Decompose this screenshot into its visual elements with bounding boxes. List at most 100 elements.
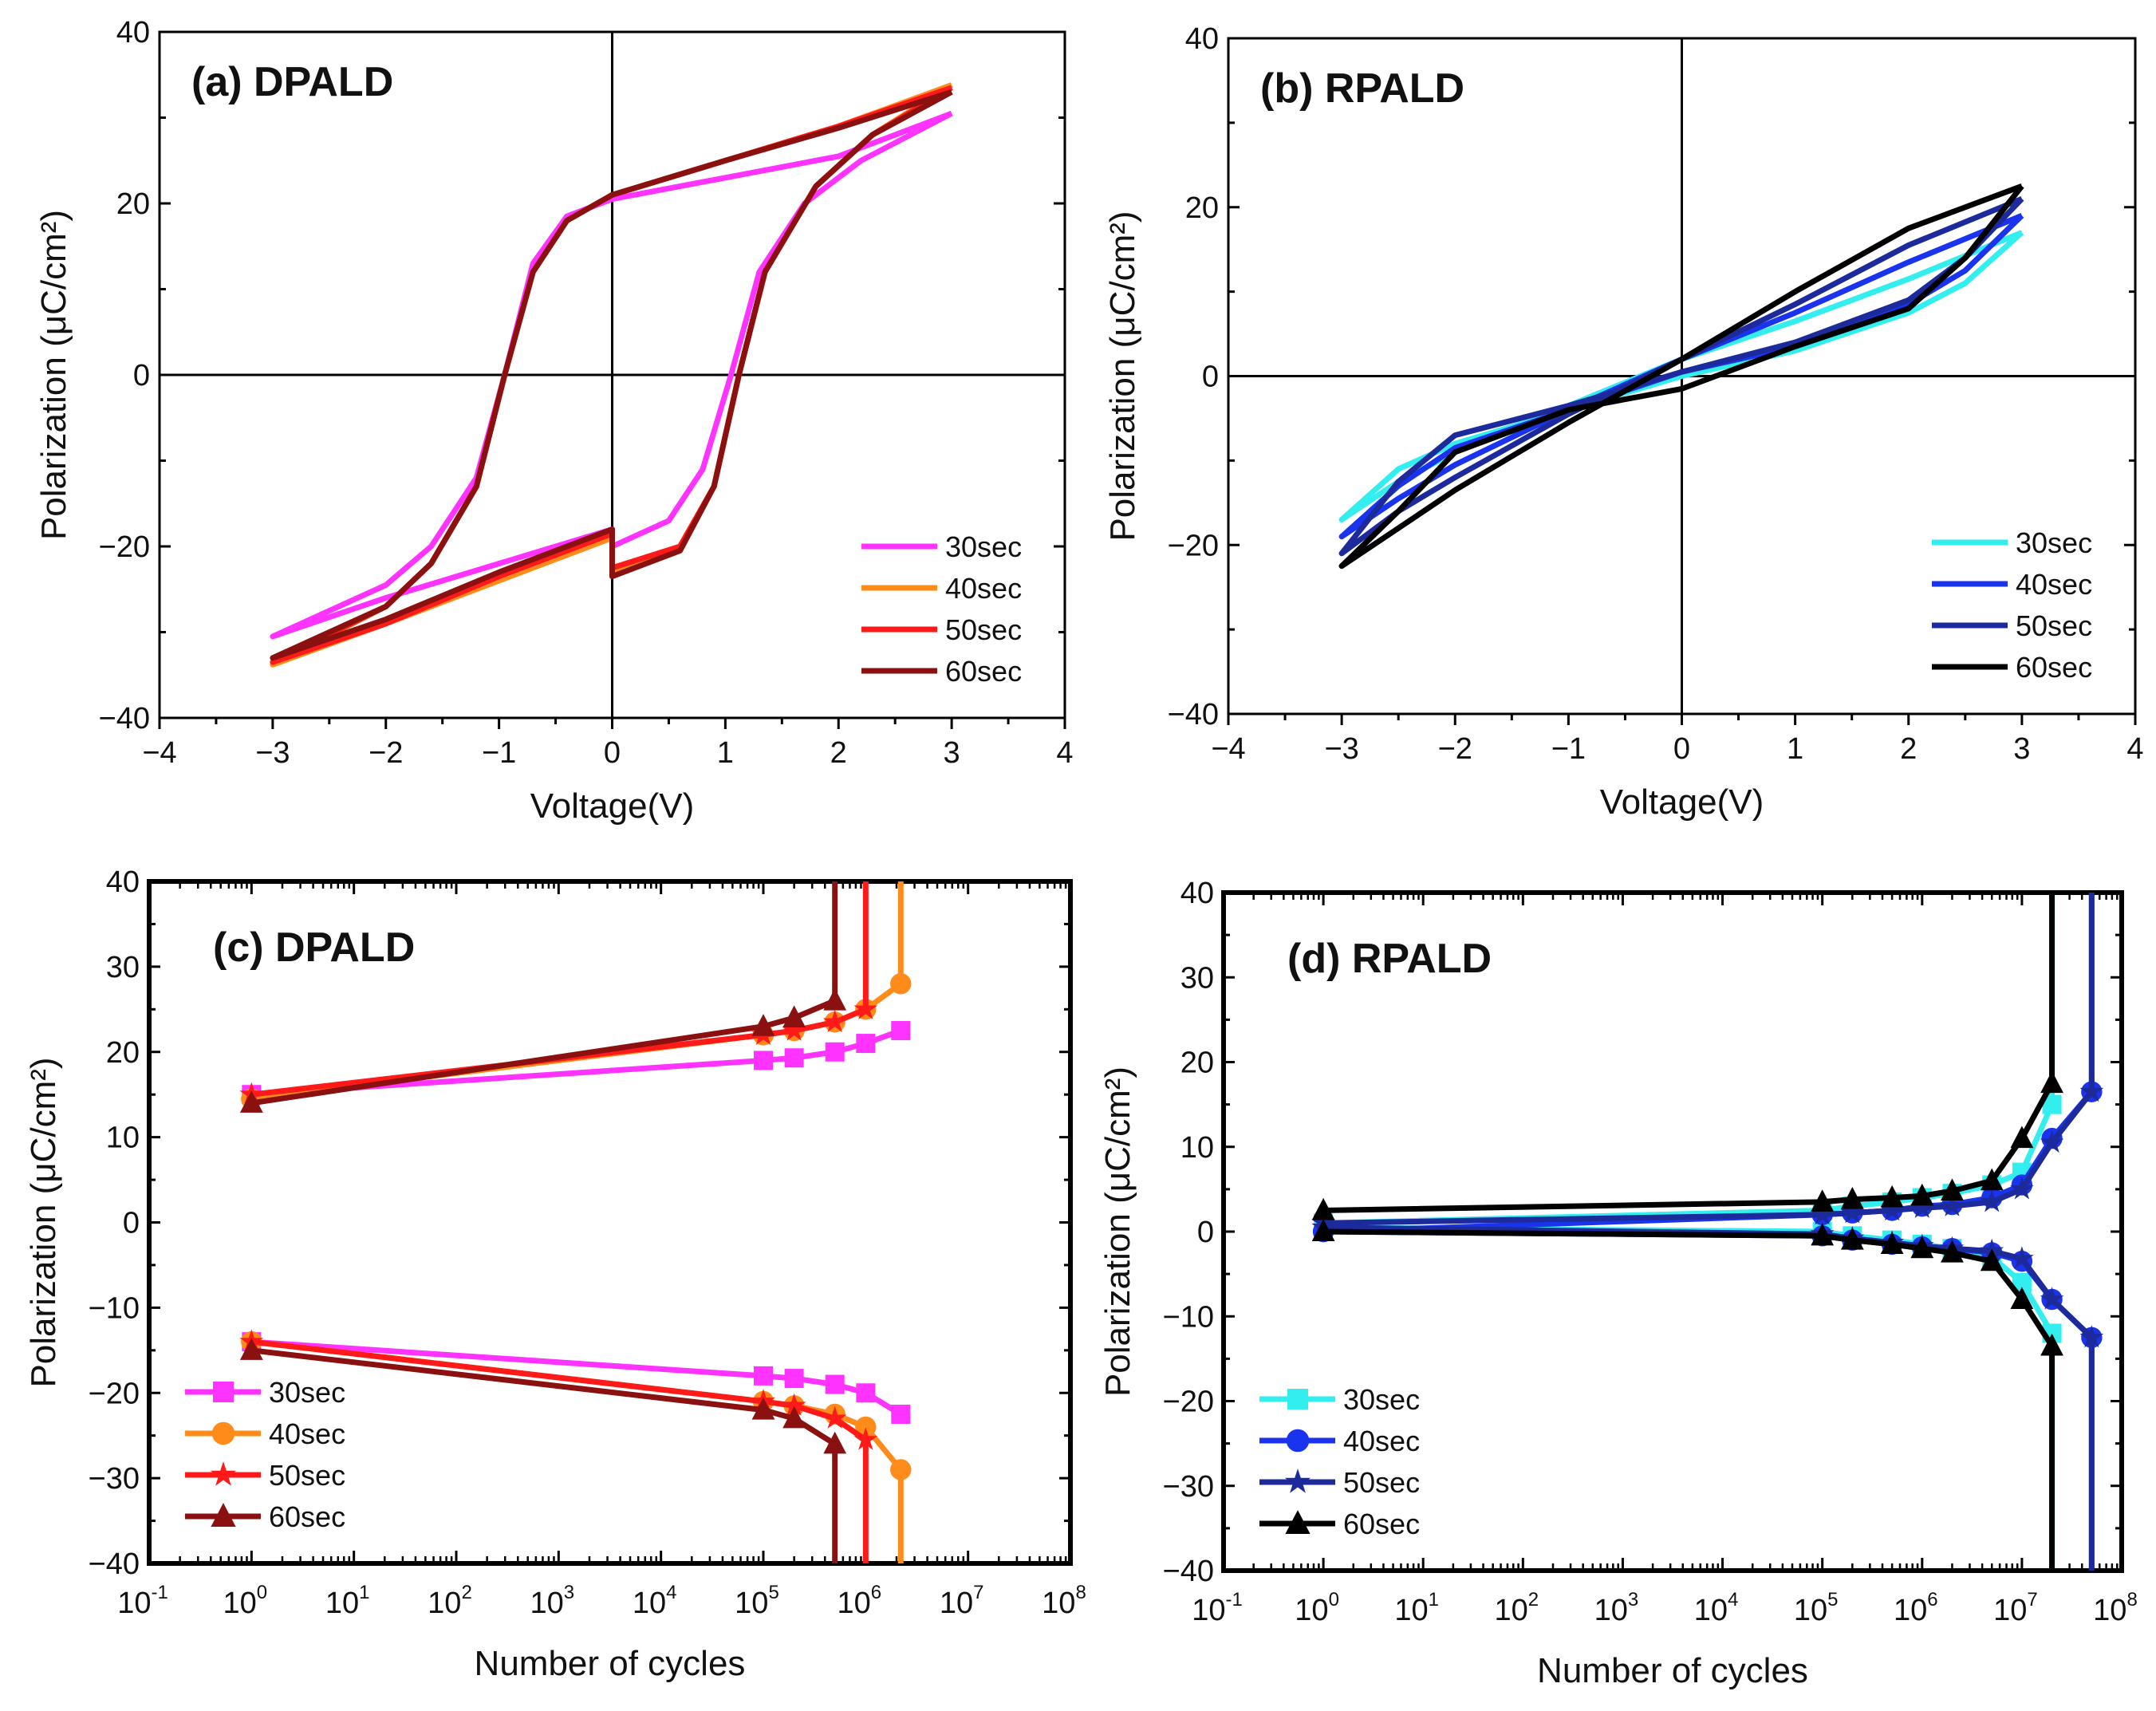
data-point-star	[782, 1018, 806, 1041]
legend-label: 30sec	[1343, 1383, 1420, 1416]
data-point-square	[856, 1383, 876, 1403]
data-point-star	[2040, 1129, 2064, 1153]
y-tick-label: 40	[1180, 877, 1214, 910]
panel-title: (c) DPALD	[213, 924, 415, 971]
data-point-triangle	[1880, 1185, 1904, 1208]
data-point-star	[782, 1393, 806, 1416]
data-point-star	[1810, 1202, 1835, 1225]
legend-label: 50sec	[1343, 1466, 1420, 1499]
legend-marker-star	[210, 1461, 237, 1486]
data-point-square	[891, 1404, 911, 1424]
data-point-star	[2040, 1287, 2064, 1310]
x-tick-label: 104	[633, 1582, 677, 1620]
data-point-triangle	[2010, 1126, 2034, 1149]
y-tick-label: 20	[1185, 191, 1219, 225]
data-point-star	[2079, 1325, 2104, 1348]
x-tick-label: 3	[2013, 732, 2030, 766]
data-point-star	[822, 1009, 847, 1032]
y-tick-label: 30	[106, 951, 140, 984]
legend-label: 40sec	[1343, 1425, 1420, 1457]
x-tick-label: 1	[1787, 732, 1803, 766]
hysteresis-loop	[270, 89, 953, 661]
legend-label: 60sec	[945, 655, 1022, 688]
x-tick-label: −1	[1551, 732, 1586, 766]
endurance-line-down	[1323, 1228, 2055, 1348]
series-30sec: 30sec	[1338, 230, 2092, 559]
data-point-triangle	[1941, 1178, 1964, 1200]
y-tick-label: 40	[116, 16, 150, 49]
legend-label: 40sec	[2016, 568, 2092, 601]
legend-marker-star	[1284, 1469, 1311, 1493]
data-point-square	[891, 1021, 911, 1041]
x-tick-label: 102	[1495, 1589, 1539, 1627]
x-tick-label: −4	[142, 736, 176, 770]
chart-panel-a: −40 −20 0 20 40 −4 −3 −2 −1 0 1 2 3 4 Voltage(V) Polari…	[34, 16, 1074, 826]
legend-marker-triangle	[211, 1503, 236, 1527]
legend-marker-circle	[211, 1421, 235, 1445]
x-tick-label: −1	[482, 736, 516, 770]
data-point-triangle	[2040, 1070, 2063, 1094]
data-point-star	[853, 1427, 878, 1450]
y-tick-label: 10	[1180, 1131, 1214, 1165]
x-tick-label: 10-1	[1192, 1589, 1243, 1627]
data-point-triangle	[1910, 1236, 1934, 1259]
legend-label: 60sec	[269, 1500, 345, 1533]
data-point-triangle	[1311, 1197, 1335, 1220]
x-axis-label: Voltage(V)	[1600, 783, 1764, 822]
y-tick-label: −40	[1163, 1555, 1214, 1588]
x-tick-label: 4	[1056, 736, 1073, 770]
x-tick-label: −4	[1211, 732, 1245, 766]
y-tick-label: 0	[123, 1207, 140, 1240]
legend-label: 40sec	[269, 1417, 345, 1450]
series-60sec: 60sec	[185, 881, 847, 1563]
x-tick-label: 101	[1394, 1589, 1439, 1627]
x-tick-label: 100	[223, 1582, 268, 1620]
endurance-line-up	[1323, 1082, 2055, 1213]
x-tick-label: 106	[1894, 1589, 1938, 1627]
y-tick-label: −10	[1163, 1300, 1214, 1334]
y-tick-label: −20	[1168, 529, 1219, 562]
data-point-triangle	[782, 1005, 806, 1027]
data-point-square	[754, 1366, 773, 1386]
data-point-triangle	[2010, 1287, 2034, 1309]
data-point-triangle	[239, 1090, 263, 1113]
data-point-star	[1980, 1189, 2004, 1212]
series-60sec: 60sec	[270, 89, 1022, 688]
legend-marker-square	[213, 1382, 234, 1402]
y-tick-label: 0	[1197, 1216, 1214, 1249]
x-tick-label: 3	[944, 736, 960, 770]
legend-label: 30sec	[945, 530, 1022, 563]
data-point-triangle	[1880, 1232, 1904, 1254]
y-axis-label: Polarization (μC/cm²)	[24, 1057, 63, 1387]
series-50sec: 50sec	[1338, 195, 2092, 642]
y-axis-label: Polarization (μC/cm²)	[1103, 211, 1142, 541]
y-tick-label: 20	[1180, 1047, 1214, 1080]
data-point-triangle	[1840, 1187, 1864, 1209]
endurance-line-up	[1323, 1090, 2095, 1226]
data-point-triangle	[1941, 1240, 1964, 1263]
legend-label: 30sec	[2016, 526, 2092, 559]
x-tick-label: 2	[1900, 732, 1917, 766]
legend-marker-square	[1287, 1389, 1308, 1409]
x-tick-label: 4	[2126, 732, 2143, 766]
data-point-star	[1880, 1197, 1904, 1221]
legend-label: 40sec	[945, 572, 1022, 605]
data-point-triangle	[751, 1014, 775, 1036]
hysteresis-loop	[1338, 195, 2024, 557]
x-tick-label: −3	[255, 736, 290, 770]
y-tick-label: −10	[89, 1291, 140, 1325]
legend-marker-circle	[1286, 1429, 1310, 1453]
hysteresis-loop	[1338, 230, 2024, 522]
y-tick-label: 40	[1185, 22, 1219, 56]
x-axis-label: Number of cycles	[1537, 1651, 1808, 1690]
data-point-circle	[855, 1416, 877, 1438]
data-point-star	[1910, 1195, 1934, 1218]
data-point-square	[856, 1034, 876, 1054]
x-tick-label: 102	[428, 1582, 472, 1620]
legend-label: 50sec	[945, 613, 1022, 646]
endurance-line-up	[250, 998, 837, 1106]
data-point-triangle	[2040, 1333, 2063, 1356]
y-tick-label: 30	[1180, 961, 1214, 995]
x-tick-label: 108	[2093, 1589, 2138, 1627]
data-point-star	[853, 996, 878, 1019]
